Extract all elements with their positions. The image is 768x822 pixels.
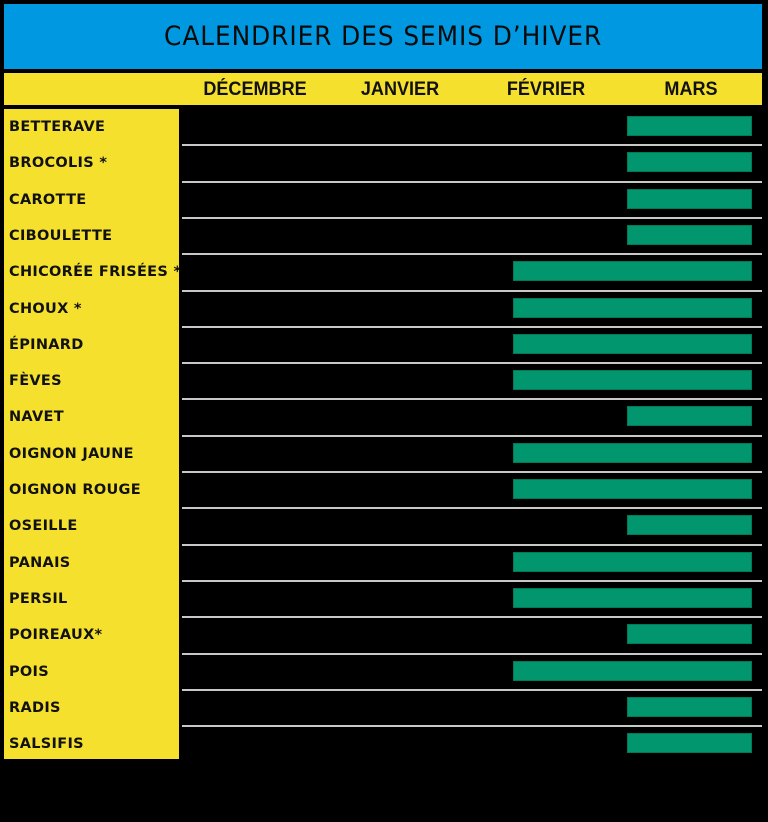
row-separator bbox=[182, 652, 762, 655]
row-label: NAVET bbox=[9, 409, 64, 426]
row-label: FÈVES bbox=[9, 373, 62, 390]
row-label: POIS bbox=[9, 663, 49, 680]
row-separator bbox=[182, 434, 762, 437]
row-label: BETTERAVE bbox=[9, 119, 106, 135]
month-header-decembre: DÉCEMBRE bbox=[203, 79, 307, 100]
sowing-period-bar bbox=[513, 333, 752, 354]
month-header-fevrier: FÉVRIER bbox=[506, 79, 586, 100]
sowing-period-bar bbox=[513, 479, 752, 499]
sowing-period-bar bbox=[513, 442, 752, 463]
month-header-janvier: JANVIER bbox=[360, 79, 440, 100]
sowing-period-bar bbox=[627, 188, 752, 209]
month-header-mars: MARS bbox=[664, 79, 718, 100]
sowing-period-bar bbox=[513, 370, 752, 391]
row-separator bbox=[182, 325, 762, 328]
row-labels-column: BETTERAVE BROCOLIS * CAROTTE CIBOULETTE CHIC… bbox=[4, 109, 182, 759]
row-separator bbox=[182, 216, 762, 219]
row-label: OSEILLE bbox=[9, 518, 78, 535]
page-title: CALENDRIER DES SEMIS D’HIVER bbox=[163, 21, 603, 52]
row-separator bbox=[182, 471, 762, 473]
row-separator bbox=[182, 543, 762, 546]
sowing-period-bar bbox=[513, 551, 752, 572]
row-label: CIBOULETTE bbox=[9, 227, 113, 244]
sowing-period-bar bbox=[627, 696, 752, 717]
month-header: DÉCEMBRE JANVIER FÉVRIER MARS bbox=[4, 73, 762, 105]
row-separator bbox=[182, 579, 762, 582]
sowing-period-bar bbox=[627, 224, 752, 245]
row-label: CAROTTE bbox=[9, 191, 87, 208]
sowing-period-bar bbox=[513, 261, 752, 282]
sowing-period-bar bbox=[513, 297, 752, 318]
title-banner: CALENDRIER DES SEMIS D’HIVER bbox=[4, 4, 762, 69]
sowing-period-bar bbox=[513, 660, 752, 681]
row-label: OIGNON JAUNE bbox=[9, 445, 134, 462]
row-label: POIREAUX* bbox=[9, 627, 103, 644]
row-separator bbox=[182, 616, 762, 619]
row-separator bbox=[182, 362, 762, 365]
row-label: BROCOLIS * bbox=[9, 155, 108, 172]
sowing-period-bar bbox=[513, 587, 752, 608]
row-label: PERSIL bbox=[9, 590, 68, 607]
sowing-period-bar bbox=[627, 406, 752, 427]
sowing-period-bar bbox=[627, 515, 752, 536]
row-label: CHICORÉE FRISÉES * bbox=[9, 264, 182, 281]
row-label: CHOUX * bbox=[9, 300, 82, 317]
row-separator bbox=[182, 507, 762, 510]
row-separator bbox=[182, 253, 762, 256]
row-label: PANAIS bbox=[9, 554, 71, 571]
row-label: ÉPINARD bbox=[9, 336, 84, 353]
row-separator bbox=[182, 180, 762, 183]
sowing-period-bar bbox=[627, 116, 752, 136]
row-label: RADIS bbox=[9, 699, 61, 716]
row-label: OIGNON ROUGE bbox=[9, 482, 141, 498]
row-separator bbox=[182, 289, 762, 292]
row-label: SALSIFIS bbox=[9, 736, 84, 753]
row-separator bbox=[182, 688, 762, 691]
row-separator bbox=[182, 398, 762, 401]
sowing-period-bar bbox=[627, 733, 752, 754]
sowing-period-bar bbox=[627, 624, 752, 645]
row-separator bbox=[182, 144, 762, 147]
row-separator bbox=[182, 725, 762, 728]
sowing-period-bar bbox=[627, 152, 752, 173]
